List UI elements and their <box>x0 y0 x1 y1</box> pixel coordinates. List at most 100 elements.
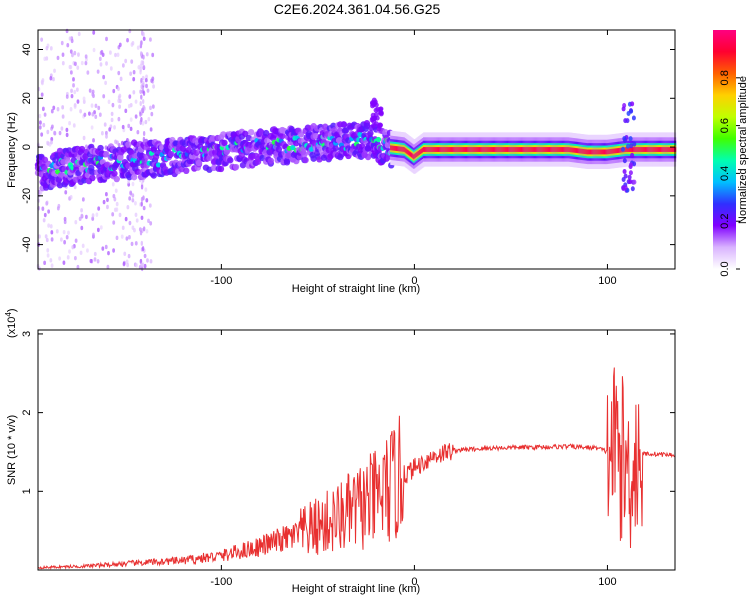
spectrogram-speckle <box>109 66 113 71</box>
spectrogram-speckle <box>141 107 145 113</box>
spectrogram-speckle <box>98 56 102 62</box>
spectrogram-blob <box>623 173 628 179</box>
spectrogram-speckle <box>79 250 83 256</box>
spectrogram-speckle <box>121 124 125 130</box>
spectrogram-speckle <box>91 216 95 221</box>
spectrogram-speckle <box>128 220 132 226</box>
spectrogram-blob <box>267 157 274 164</box>
spectrogram-speckle <box>45 237 49 243</box>
spectrogram-speckle <box>121 63 125 68</box>
spectrogram-blob <box>632 141 637 147</box>
spectrogram-speckle <box>58 130 62 136</box>
figure-title: C2E6.2024.361.04.56.G25 <box>274 1 441 17</box>
spectrogram-blob <box>247 128 255 136</box>
spectrogram-speckle <box>112 88 116 94</box>
spectrogram-speckle <box>47 209 51 214</box>
spectrogram-speckle <box>61 60 65 66</box>
spectrogram-blob <box>629 108 634 114</box>
spectrogram-y-tick-label: 0 <box>21 144 33 150</box>
spectrogram-speckle <box>73 50 77 56</box>
spectrogram-speckle <box>137 65 141 70</box>
spectrogram-speckle <box>146 258 149 263</box>
spectrogram-blob <box>78 145 86 153</box>
spectrogram-speckle <box>118 42 122 48</box>
snr-frame <box>37 329 676 571</box>
spectrogram-speckle <box>80 208 83 213</box>
spectrogram-blob <box>630 186 635 192</box>
spectrogram-speckle <box>132 70 136 75</box>
spectrogram-blob <box>262 129 270 137</box>
spectrogram-y-tick-label: -20 <box>21 188 33 204</box>
spectrogram-speckle <box>61 114 65 119</box>
colorbar-tick-label: 0.4 <box>719 166 731 181</box>
spectrogram-speckle <box>142 205 146 211</box>
spectrogram-speckle <box>45 201 49 206</box>
spectrogram-blob <box>111 170 118 177</box>
spectrogram-speckle <box>102 74 106 80</box>
spectrogram-blob <box>134 168 141 175</box>
colorbar-ticks: 0.0 0.2 0.4 0.6 0.8 <box>719 70 740 277</box>
spectrogram-speckle <box>143 263 147 269</box>
snr-multiplier-label: (x104) <box>4 308 18 338</box>
spectrogram-speckle <box>118 93 122 98</box>
spectrogram-speckle <box>113 197 117 202</box>
spectrogram-speckle <box>113 207 117 213</box>
spectrogram-speckle <box>96 69 100 74</box>
spectrogram-blob <box>297 131 305 138</box>
spectrogram-speckle <box>60 40 64 46</box>
spectrogram-speckle <box>143 253 147 259</box>
spectrogram-speckle <box>106 204 109 210</box>
spectrogram-speckle <box>65 94 69 99</box>
spectrogram-x-tick-label: 0 <box>411 275 417 287</box>
spectrogram-speckle <box>91 112 95 117</box>
spectrogram-speckle <box>92 232 95 238</box>
spectrogram-blob <box>622 158 627 164</box>
spectrogram-speckle <box>72 77 75 82</box>
spectrogram-speckle <box>140 196 144 202</box>
spectrogram-speckle <box>88 111 91 116</box>
spectrogram-blob <box>41 165 49 173</box>
spectrogram-speckle <box>131 41 135 46</box>
spectrogram-speckle <box>134 114 138 119</box>
spectrogram-speckle <box>152 84 155 89</box>
spectrogram-blob <box>342 127 350 134</box>
spectrogram-speckle <box>141 262 145 268</box>
spectrogram-speckle <box>144 119 148 125</box>
spectrogram-y-tick-label: -40 <box>21 237 33 253</box>
spectrogram-speckle <box>93 257 97 262</box>
spectrogram-panel: -100 0 100 -40 -20 0 20 40 Height of straight … <box>6 28 677 295</box>
spectrogram-speckle <box>93 251 97 257</box>
spectrogram-speckle <box>136 130 140 135</box>
spectrogram-speckle <box>121 225 125 231</box>
spectrogram-blob <box>370 115 376 121</box>
spectrogram-blob <box>374 115 380 121</box>
spectrogram-speckle <box>80 213 84 219</box>
spectrogram-speckle <box>140 184 144 190</box>
spectrogram-speckle <box>44 234 48 239</box>
spectrogram-blob <box>375 106 381 112</box>
spectrogram-speckle <box>131 198 135 203</box>
spectrogram-speckle <box>73 184 77 190</box>
spectrogram-speckle <box>51 124 54 129</box>
spectrogram-speckle <box>140 60 143 66</box>
snr-y-tick-label: 1 <box>21 488 33 494</box>
spectrogram-blob <box>632 179 637 185</box>
snr-x-tick-label: 0 <box>411 576 417 588</box>
spectrogram-speckle <box>141 99 145 105</box>
spectrogram-speckle <box>140 262 143 268</box>
spectrogram-speckle <box>99 62 103 67</box>
spectrogram-speckle <box>39 190 43 195</box>
spectrogram-speckle <box>107 99 111 105</box>
spectrogram-speckle <box>104 80 108 86</box>
spectrogram-speckle <box>110 111 114 117</box>
spectrogram-speckle <box>122 261 126 267</box>
spectrogram-speckle <box>68 249 71 254</box>
spectrogram-speckle <box>39 120 42 125</box>
spectrogram-speckle <box>50 237 54 242</box>
spectrogram-blob <box>286 151 293 159</box>
spectrogram-y-tick-label: 20 <box>21 92 33 104</box>
spectrogram-speckle <box>77 52 80 57</box>
spectrogram-speckle <box>41 78 45 83</box>
spectrogram-speckle <box>127 103 131 109</box>
